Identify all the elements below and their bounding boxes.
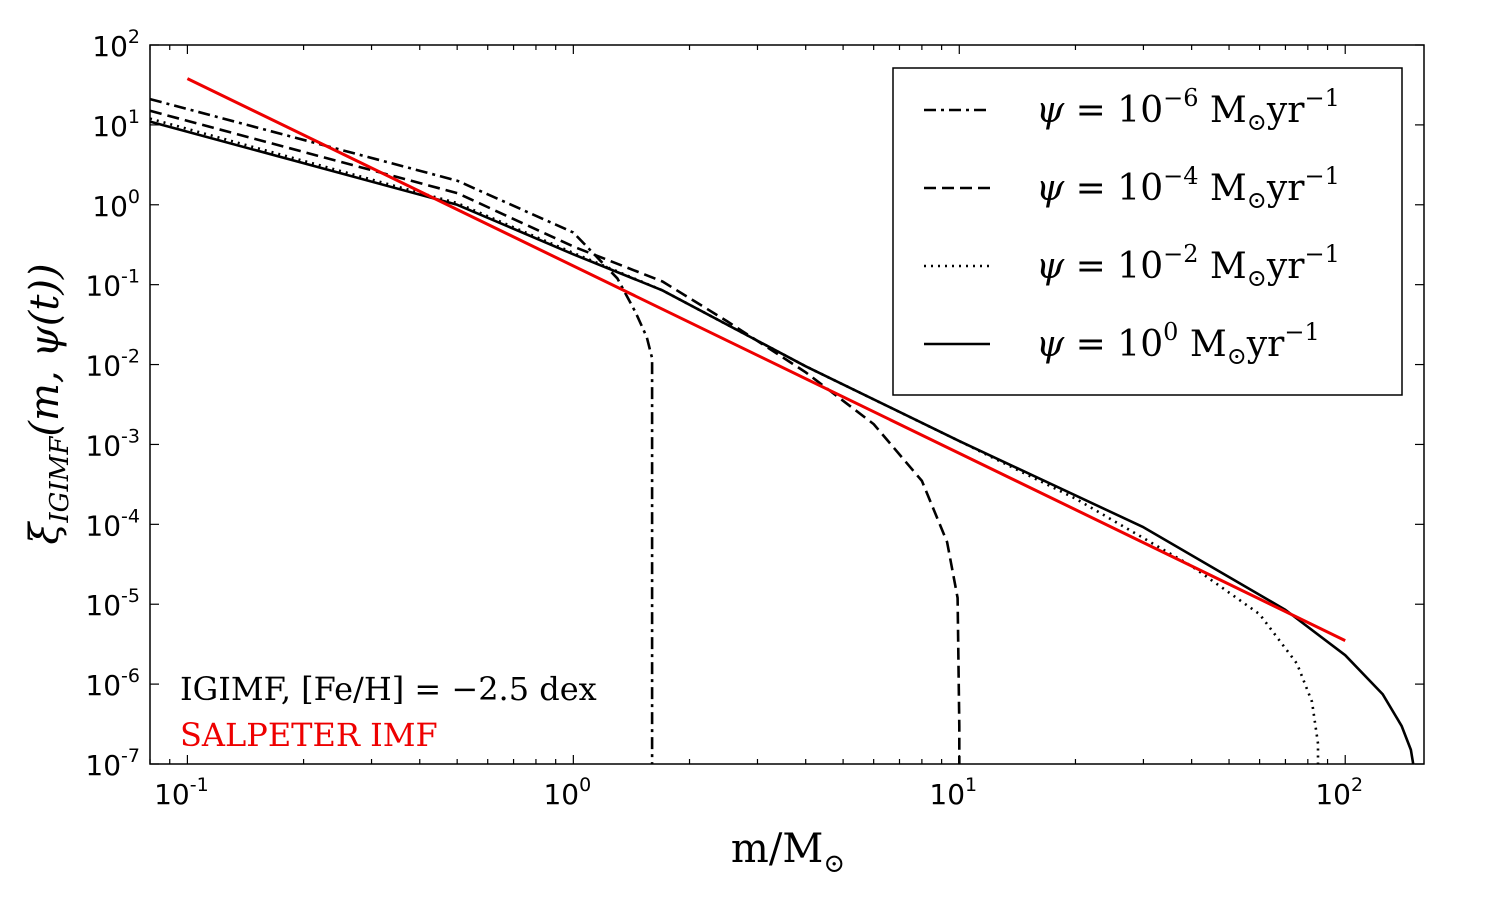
y-tick-label: 10-7 (85, 745, 140, 782)
legend-box (892, 67, 1403, 396)
plot-frame (149, 44, 1425, 765)
legend-unit-sub: ⊙ (1247, 108, 1267, 136)
legend-unit-exp: −1 (1284, 318, 1319, 346)
y-tick-label-exp: 0 (128, 186, 140, 208)
y-tick-label-base: 10 (85, 509, 121, 542)
series-line-psi-1e-4 (149, 109, 961, 764)
series-line-psi-1e-6 (149, 97, 654, 764)
legend-psi: ψ (1036, 324, 1065, 365)
y-tick-label: 10-4 (85, 505, 140, 542)
y-tick-label-exp: 1 (128, 106, 140, 128)
y-tick-label-base: 10 (85, 429, 121, 462)
x-tick-label-base: 10 (1315, 778, 1351, 811)
y-tick-label-base: 10 (85, 270, 121, 303)
series-line-salpeter (186, 77, 1346, 642)
y-tick-label-exp: -6 (121, 665, 140, 687)
x-tick-label: 100 (543, 774, 591, 811)
y-tick-label: 102 (92, 26, 140, 63)
legend-label-psi-1e-6: ψ = 10−6 M⊙yr−1 (1036, 84, 1340, 136)
legend-eq: = 10 (1064, 168, 1163, 209)
y-tick-label-base: 10 (92, 30, 128, 63)
y-tick-label-base: 10 (85, 749, 121, 782)
legend-unit: M (1178, 324, 1226, 365)
y-axis-label-sub: IGIMF (45, 436, 75, 524)
x-tick-label-base: 10 (154, 778, 190, 811)
y-tick-label-exp: -4 (121, 505, 140, 527)
series-line-psi-1e0 (149, 120, 1415, 765)
y-tick-label: 10-2 (85, 346, 140, 383)
legend-unit: M (1198, 90, 1246, 131)
x-tick-label-exp: 1 (965, 774, 977, 796)
y-tick-label-base: 10 (92, 110, 128, 143)
legend-unit-exp: −1 (1304, 162, 1339, 190)
legend-exp: −6 (1163, 84, 1198, 112)
legend-exp: 0 (1163, 318, 1178, 346)
y-tick-label: 10-5 (85, 585, 140, 622)
y-tick-label-exp: -3 (121, 425, 140, 447)
y-axis-label-base: ξ (22, 521, 68, 545)
legend-unit-tail: yr (1266, 90, 1305, 131)
legend-label-psi-1e0: ψ = 100 M⊙yr−1 (1036, 318, 1320, 370)
legend-exp: −2 (1163, 240, 1198, 268)
legend-entries: ψ = 10−6 M⊙yr−1ψ = 10−4 M⊙yr−1ψ = 10−2 M… (924, 84, 1340, 370)
igimf-annotation: IGIMF, [Fe/H] = −2.5 dex (180, 670, 597, 708)
legend-unit-exp: −1 (1304, 84, 1339, 112)
x-tick-label: 10-1 (154, 774, 209, 811)
tick-labels: 10-1 100 101 10210210110010-110-210-310-410… (85, 26, 1363, 811)
y-tick-label-exp: -7 (121, 745, 140, 767)
legend-unit-tail: yr (1246, 324, 1285, 365)
x-tick-label-exp: -1 (190, 774, 209, 796)
y-axis-label-tail: (m, ψ(t)) (22, 263, 68, 436)
legend-unit-exp: −1 (1304, 240, 1339, 268)
y-axis-label: ξIGIMF(m, ψ(t)) (22, 263, 75, 544)
plot-lines (149, 77, 1415, 765)
y-tick-label-exp: -1 (121, 266, 140, 288)
y-tick-label: 10-3 (85, 425, 140, 462)
y-tick-label-base: 10 (85, 589, 121, 622)
legend-unit-sub: ⊙ (1227, 342, 1247, 370)
y-tick-label-base: 10 (85, 669, 121, 702)
legend-unit: M (1198, 246, 1246, 287)
legend-psi: ψ (1036, 90, 1065, 131)
legend-unit-sub: ⊙ (1247, 186, 1267, 214)
x-tick-label-exp: 0 (579, 774, 591, 796)
legend-unit: M (1198, 168, 1246, 209)
x-tick-label: 101 (929, 774, 977, 811)
salpeter-annotation: SALPETER IMF (180, 716, 438, 754)
y-tick-label: 101 (92, 106, 140, 143)
y-tick-label-exp: 2 (128, 26, 140, 48)
legend-unit-tail: yr (1266, 246, 1305, 287)
legend-exp: −4 (1163, 162, 1198, 190)
legend-unit-tail: yr (1266, 168, 1305, 209)
legend-unit-sub: ⊙ (1247, 264, 1267, 292)
x-tick-label-base: 10 (543, 778, 579, 811)
x-tick-label: 102 (1315, 774, 1363, 811)
x-axis-label-sub: ⊙ (823, 849, 845, 879)
ticks (149, 44, 1424, 765)
y-tick-label: 10-1 (85, 266, 140, 303)
y-tick-label: 10-6 (85, 665, 140, 702)
legend-label-psi-1e-4: ψ = 10−4 M⊙yr−1 (1036, 162, 1340, 214)
legend: ψ = 10−6 M⊙yr−1ψ = 10−4 M⊙yr−1ψ = 10−2 M… (892, 67, 1403, 396)
x-tick-label-exp: 2 (1351, 774, 1363, 796)
x-axis-label: m/M⊙ (731, 826, 845, 879)
y-tick-label: 100 (92, 186, 140, 223)
y-tick-label-base: 10 (92, 190, 128, 223)
y-tick-label-exp: -2 (121, 346, 140, 368)
legend-eq: = 10 (1064, 246, 1163, 287)
y-tick-label-base: 10 (85, 350, 121, 383)
x-axis-label-base: m/M (731, 826, 823, 872)
legend-eq: = 10 (1064, 324, 1163, 365)
series-line-psi-1e-2 (149, 117, 1320, 764)
legend-psi: ψ (1036, 246, 1065, 287)
legend-psi: ψ (1036, 168, 1065, 209)
legend-eq: = 10 (1064, 90, 1163, 131)
x-tick-label-base: 10 (929, 778, 965, 811)
y-tick-label-exp: -5 (121, 585, 140, 607)
legend-label-psi-1e-2: ψ = 10−2 M⊙yr−1 (1036, 240, 1340, 292)
